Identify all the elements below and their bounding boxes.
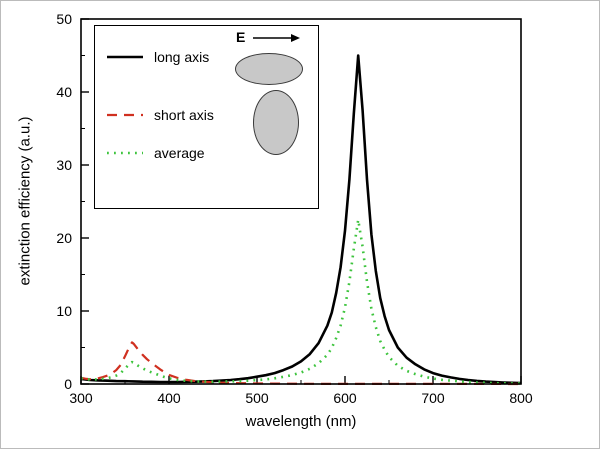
legend-entry-average: average [105,145,205,161]
legend-line-sample-short-axis [107,113,143,117]
y-tick-label: 40 [56,84,72,100]
legend-label-average: average [154,145,205,161]
y-tick-label: 50 [56,11,72,27]
legend: long axis short axis average E [94,25,319,209]
vertical-nanorod-ellipse-icon [253,90,299,155]
y-tick-label: 30 [56,157,72,173]
x-axis-label: wavelength (nm) [245,413,357,430]
series-short-axis [80,341,522,386]
legend-line-sample-average [107,151,143,155]
legend-label-short-axis: short axis [154,107,214,123]
x-tick-label: 400 [157,390,181,406]
legend-line-sample-long-axis [107,55,143,59]
x-tick-label: 500 [245,390,269,406]
y-tick-label: 10 [56,303,72,319]
legend-entry-long-axis: long axis [105,49,209,65]
y-tick-label: 20 [56,230,72,246]
legend-label-long-axis: long axis [154,49,210,65]
x-tick-label: 700 [421,390,445,406]
horizontal-nanorod-ellipse-icon [235,53,303,85]
y-axis-label: extinction efficiency (a.u.) [16,116,34,286]
e-field-arrow-icon [253,34,300,42]
e-field-label: E [236,29,246,45]
x-tick-label: 800 [509,390,533,406]
y-tick-label: 0 [64,376,72,392]
plot-frame [80,18,522,385]
series-long-axis [80,54,522,385]
x-tick-label: 300 [69,390,93,406]
legend-entry-short-axis: short axis [105,107,214,123]
series-average [80,218,522,385]
x-tick-label: 600 [333,390,357,406]
